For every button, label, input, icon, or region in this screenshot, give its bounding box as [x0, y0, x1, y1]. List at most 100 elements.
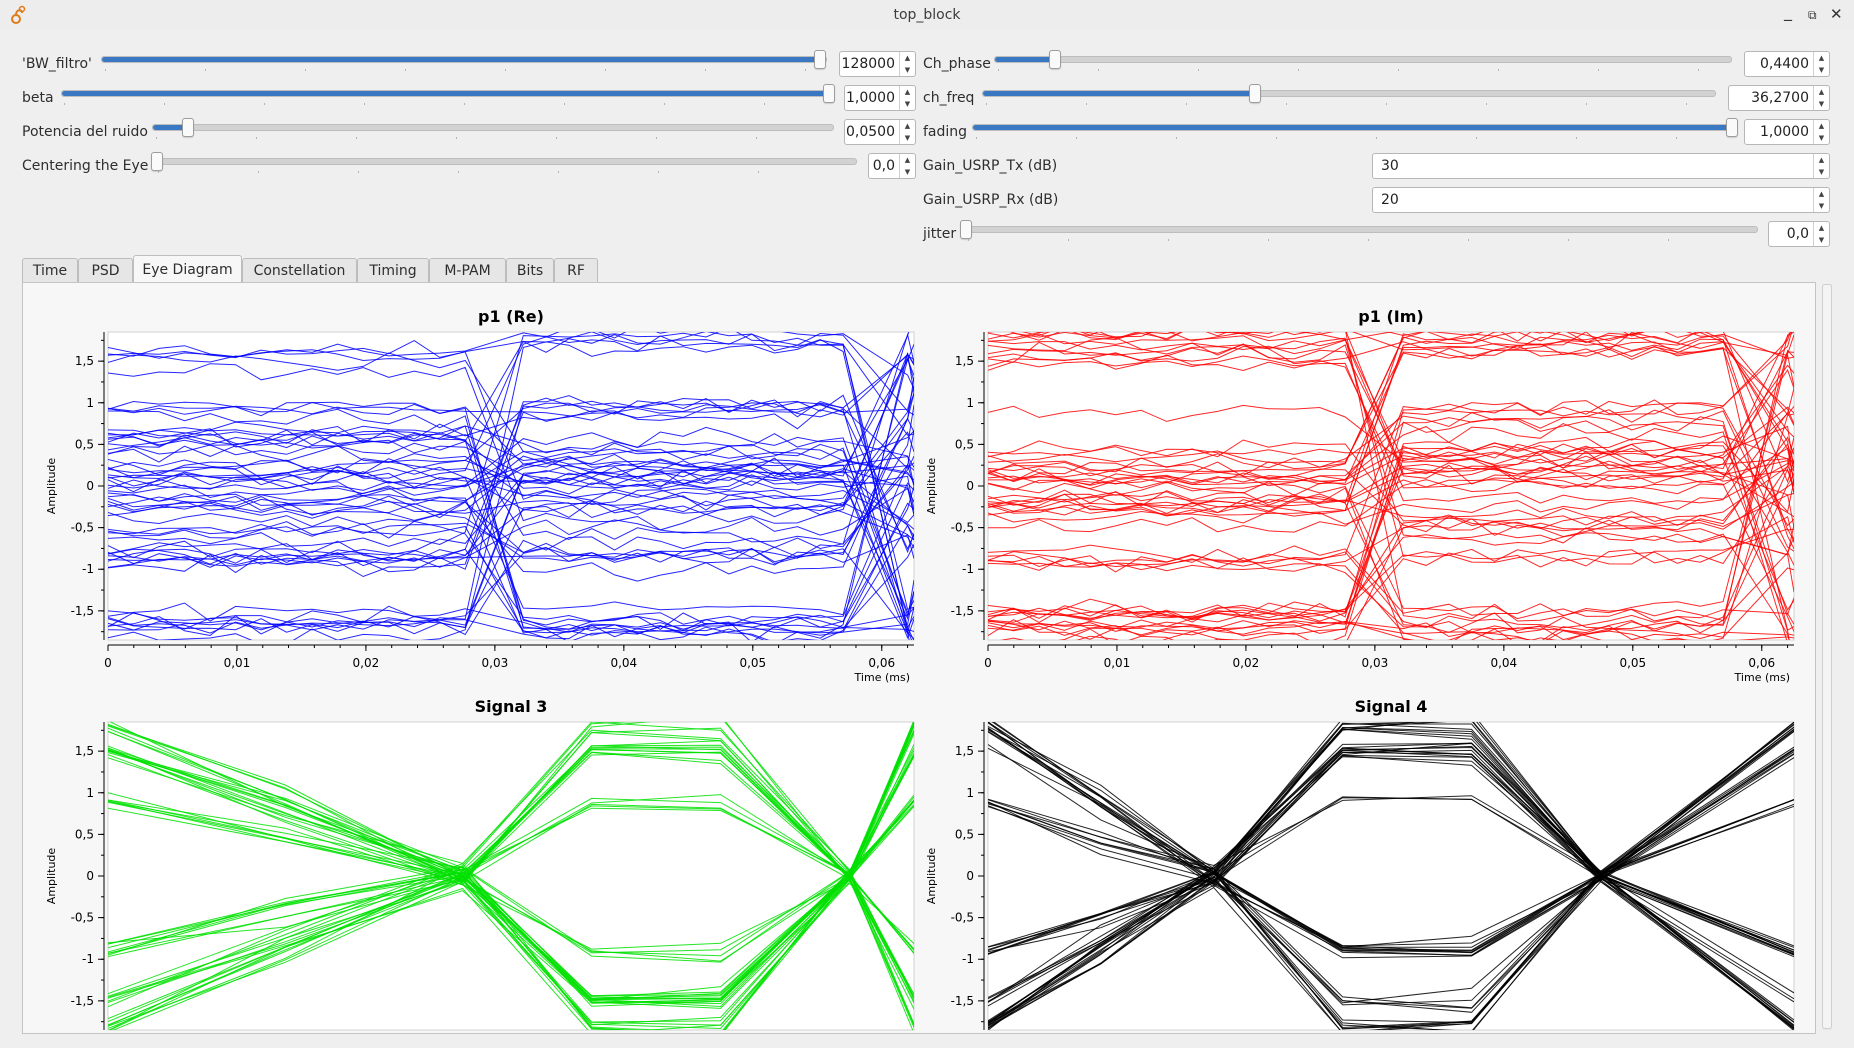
scrollbar-handle[interactable] — [1822, 284, 1832, 1029]
potencia-ruido-label: Potencia del ruido — [22, 124, 148, 140]
spin-arrows-icon[interactable]: ▲ ▼ — [1813, 52, 1829, 76]
spin-arrows-icon[interactable]: ▲ ▼ — [899, 154, 915, 178]
plot-title: p1 (Re) — [478, 307, 544, 326]
beta-slider-fill — [62, 91, 828, 96]
potencia-ruido-slider-handle[interactable] — [182, 118, 194, 137]
maximize-icon[interactable]: ⧉ — [1808, 8, 1817, 22]
eye-trace — [108, 800, 914, 999]
spin-arrows-icon[interactable]: ▲ ▼ — [899, 120, 915, 144]
ch-phase-slider[interactable] — [994, 50, 1732, 69]
jitter-value[interactable]: 0,0 — [1786, 226, 1809, 242]
fading-slider-handle[interactable] — [1726, 118, 1738, 137]
ch-freq-spinbox[interactable]: 36,2700 ▲ ▼ — [1728, 85, 1830, 111]
centering-eye-value[interactable]: 0,0 — [872, 158, 895, 174]
beta-value[interactable]: 1,0000 — [846, 90, 895, 106]
jitter-slider-handle[interactable] — [960, 220, 972, 239]
bw-filtro-spinbox[interactable]: 128000 ▲ ▼ — [839, 51, 916, 77]
eye-trace — [988, 332, 1794, 470]
eye-trace — [108, 525, 914, 640]
ch-freq-slider-handle[interactable] — [1248, 84, 1261, 103]
centering-eye-slider[interactable] — [151, 152, 857, 171]
spin-arrows-icon[interactable]: ▲ ▼ — [1813, 222, 1829, 246]
x-tick-label: 0,05 — [1619, 656, 1646, 670]
spin-arrows-icon[interactable]: ▲ ▼ — [1813, 120, 1829, 144]
eye-plot-3: Signal 3 Amplitude 1,5 1 0,5 0 -0,5 -1 -1,5 — [45, 697, 915, 1031]
fading-value[interactable]: 1,0000 — [1760, 124, 1809, 140]
y-tick-label: -1,5 — [951, 994, 974, 1008]
eye-trace — [988, 337, 1794, 565]
potencia-ruido-slider[interactable] — [152, 118, 834, 137]
spin-arrows-icon[interactable]: ▲ ▼ — [1813, 188, 1829, 212]
jitter-spinbox[interactable]: 0,0 ▲ ▼ — [1768, 221, 1830, 247]
ch-phase-slider-handle[interactable] — [1048, 50, 1061, 69]
ch-freq-value[interactable]: 36,2700 — [1751, 90, 1809, 106]
y-tick-label: 1,5 — [955, 354, 974, 368]
bw-filtro-slider[interactable] — [101, 50, 827, 69]
beta-slider[interactable] — [61, 84, 835, 103]
x-tick-label: 0,03 — [482, 656, 509, 670]
eye-trace — [988, 409, 1794, 552]
eye-trace — [988, 332, 1794, 476]
y-tick-label: -0,5 — [951, 521, 974, 535]
beta-slider-handle[interactable] — [823, 84, 835, 103]
spin-arrows-icon[interactable]: ▲ ▼ — [899, 52, 915, 76]
trace-group — [988, 722, 1794, 1030]
eye-trace — [108, 440, 914, 511]
x-axis-label: Time (ms) — [1734, 671, 1790, 684]
eye-trace — [108, 392, 914, 501]
y-tick-label: 0 — [966, 479, 974, 493]
eye-plot-1: p1 (Re) Amplitude 1,5 1 0,5 0 -0,5 -1 -1,5 0 0,01 0… — [45, 307, 915, 684]
eye-plot-2: p1 (Im) Amplitude 1,5 1 0,5 0 -0,5 -1 -1,5 0 0,01 0… — [925, 307, 1795, 684]
tab-m-pam[interactable]: M-PAM — [429, 258, 506, 282]
tab-constellation[interactable]: Constellation — [242, 258, 357, 282]
bw-filtro-value[interactable]: 128000 — [841, 56, 895, 72]
spin-arrows-icon[interactable]: ▲ ▼ — [1813, 154, 1829, 178]
fading-spinbox[interactable]: 1,0000 ▲ ▼ — [1744, 119, 1830, 145]
gain-rx-field[interactable]: 20 ▲ ▼ — [1372, 187, 1830, 213]
gain-rx-label: Gain_USRP_Rx (dB) — [923, 192, 1059, 208]
centering-eye-slider-handle[interactable] — [151, 152, 163, 171]
eye-trace — [108, 500, 914, 635]
tab-psd[interactable]: PSD — [78, 258, 133, 282]
eye-trace — [108, 332, 910, 561]
minimize-icon[interactable]: _ — [1784, 2, 1792, 21]
eye-trace — [988, 349, 1794, 617]
y-tick-label: -1 — [82, 562, 94, 576]
tab-timing[interactable]: Timing — [357, 258, 429, 282]
spin-arrows-icon[interactable]: ▲ ▼ — [899, 86, 915, 110]
eye-trace — [988, 520, 1794, 573]
eye-trace — [988, 474, 1794, 629]
y-tick-label: -0,5 — [71, 911, 94, 925]
gain-tx-value[interactable]: 30 — [1381, 158, 1399, 174]
potencia-ruido-slider-fill — [153, 125, 187, 130]
close-icon[interactable]: ✕ — [1830, 5, 1843, 23]
eye-trace — [988, 332, 1794, 387]
tab-rf[interactable]: RF — [554, 258, 598, 282]
y-tick-label: 1 — [86, 396, 94, 410]
gain-rx-value[interactable]: 20 — [1381, 192, 1399, 208]
eye-trace — [988, 355, 1794, 504]
gnuradio-app-icon — [11, 5, 26, 24]
tab-bits[interactable]: Bits — [506, 258, 554, 282]
y-tick-label: 0 — [86, 479, 94, 493]
ch-freq-slider[interactable] — [982, 84, 1716, 103]
fading-slider[interactable] — [972, 118, 1738, 137]
ch-phase-spinbox[interactable]: 0,4400 ▲ ▼ — [1744, 51, 1830, 77]
gain-tx-field[interactable]: 30 ▲ ▼ — [1372, 153, 1830, 179]
tab-eye-diagram[interactable]: Eye Diagram — [133, 255, 242, 283]
y-tick-label: 1,5 — [955, 744, 974, 758]
tab-time[interactable]: Time — [22, 258, 78, 282]
eye-trace — [988, 567, 1794, 640]
centering-eye-spinbox[interactable]: 0,0 ▲ ▼ — [868, 153, 916, 179]
vertical-scrollbar[interactable] — [1822, 284, 1832, 1030]
eye-trace — [988, 557, 1790, 640]
potencia-ruido-spinbox[interactable]: 0,0500 ▲ ▼ — [844, 119, 916, 145]
ch-phase-value[interactable]: 0,4400 — [1760, 56, 1809, 72]
trace-group — [108, 722, 914, 1030]
potencia-ruido-value[interactable]: 0,0500 — [846, 124, 895, 140]
spin-arrows-icon[interactable]: ▲ ▼ — [1813, 86, 1829, 110]
beta-spinbox[interactable]: 1,0000 ▲ ▼ — [844, 85, 916, 111]
eye-trace — [108, 590, 914, 632]
bw-filtro-slider-handle[interactable] — [813, 50, 826, 69]
jitter-slider[interactable] — [960, 220, 1758, 239]
